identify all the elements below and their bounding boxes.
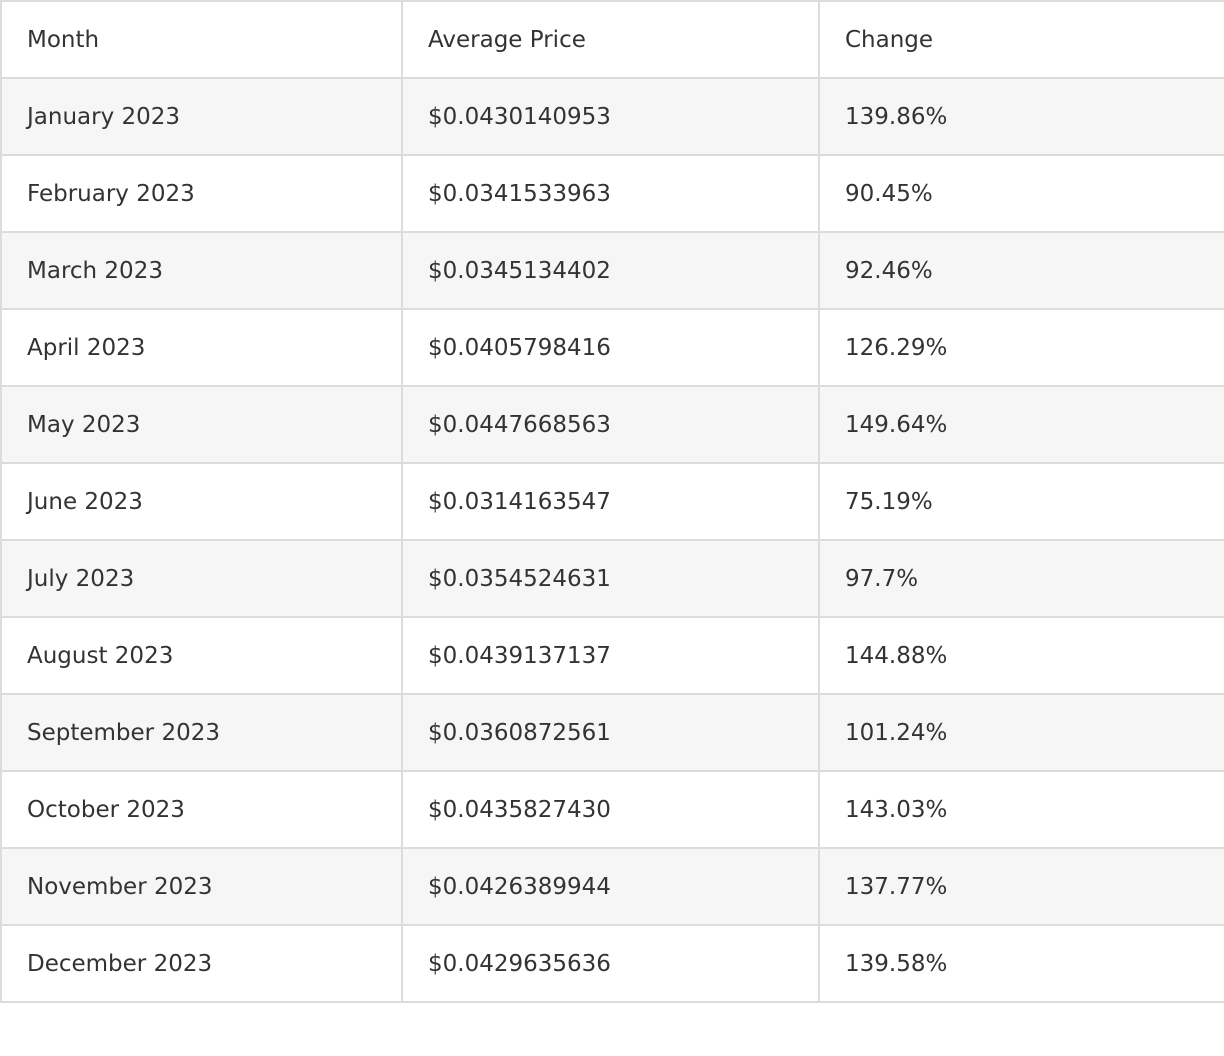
table-cell: 126.29% [818,308,1224,387]
table-cell: 75.19% [818,462,1224,541]
table-cell: January 2023 [0,77,403,156]
table-cell: May 2023 [0,385,403,464]
table-cell: 137.77% [818,847,1224,926]
table-row: June 2023 $0.0314163547 75.19% [0,462,1224,541]
table-cell: 139.58% [818,924,1224,1003]
table-header: Month Average Price Change [0,0,1224,79]
table-cell: $0.0429635636 [401,924,820,1003]
table-cell: $0.0435827430 [401,770,820,849]
table-cell: 144.88% [818,616,1224,695]
table-cell: December 2023 [0,924,403,1003]
table-cell: $0.0430140953 [401,77,820,156]
table-cell: October 2023 [0,770,403,849]
table-cell: 139.86% [818,77,1224,156]
table-cell: 143.03% [818,770,1224,849]
table-cell: $0.0345134402 [401,231,820,310]
header-cell: Average Price [401,0,820,79]
header-row: Month Average Price Change [0,0,1224,79]
table-row: July 2023 $0.0354524631 97.7% [0,539,1224,618]
table-body: January 2023 $0.0430140953 139.86% February… [0,77,1224,1003]
header-cell: Change [818,0,1224,79]
table-row: September 2023 $0.0360872561 101.24% [0,693,1224,772]
table-cell: April 2023 [0,308,403,387]
table-cell: November 2023 [0,847,403,926]
table-cell: June 2023 [0,462,403,541]
table-row: April 2023 $0.0405798416 126.29% [0,308,1224,387]
table-cell: March 2023 [0,231,403,310]
table-cell: 101.24% [818,693,1224,772]
table-row: March 2023 $0.0345134402 92.46% [0,231,1224,310]
table-row: February 2023 $0.0341533963 90.45% [0,154,1224,233]
table-row: January 2023 $0.0430140953 139.86% [0,77,1224,156]
table-cell: February 2023 [0,154,403,233]
price-table: Month Average Price Change January 2023 $0.… [0,0,1224,1003]
table-cell: $0.0314163547 [401,462,820,541]
table-row: October 2023 $0.0435827430 143.03% [0,770,1224,849]
table-cell: September 2023 [0,693,403,772]
table-cell: $0.0426389944 [401,847,820,926]
table-row: December 2023 $0.0429635636 139.58% [0,924,1224,1003]
table-cell: $0.0341533963 [401,154,820,233]
table-cell: $0.0447668563 [401,385,820,464]
table-cell: $0.0360872561 [401,693,820,772]
header-cell: Month [0,0,403,79]
table-cell: 97.7% [818,539,1224,618]
table-cell: 92.46% [818,231,1224,310]
table-cell: August 2023 [0,616,403,695]
table-row: August 2023 $0.0439137137 144.88% [0,616,1224,695]
table-cell: $0.0354524631 [401,539,820,618]
table-cell: $0.0405798416 [401,308,820,387]
table-cell: $0.0439137137 [401,616,820,695]
table-row: May 2023 $0.0447668563 149.64% [0,385,1224,464]
table-row: November 2023 $0.0426389944 137.77% [0,847,1224,926]
table-cell: July 2023 [0,539,403,618]
table-cell: 90.45% [818,154,1224,233]
table-cell: 149.64% [818,385,1224,464]
